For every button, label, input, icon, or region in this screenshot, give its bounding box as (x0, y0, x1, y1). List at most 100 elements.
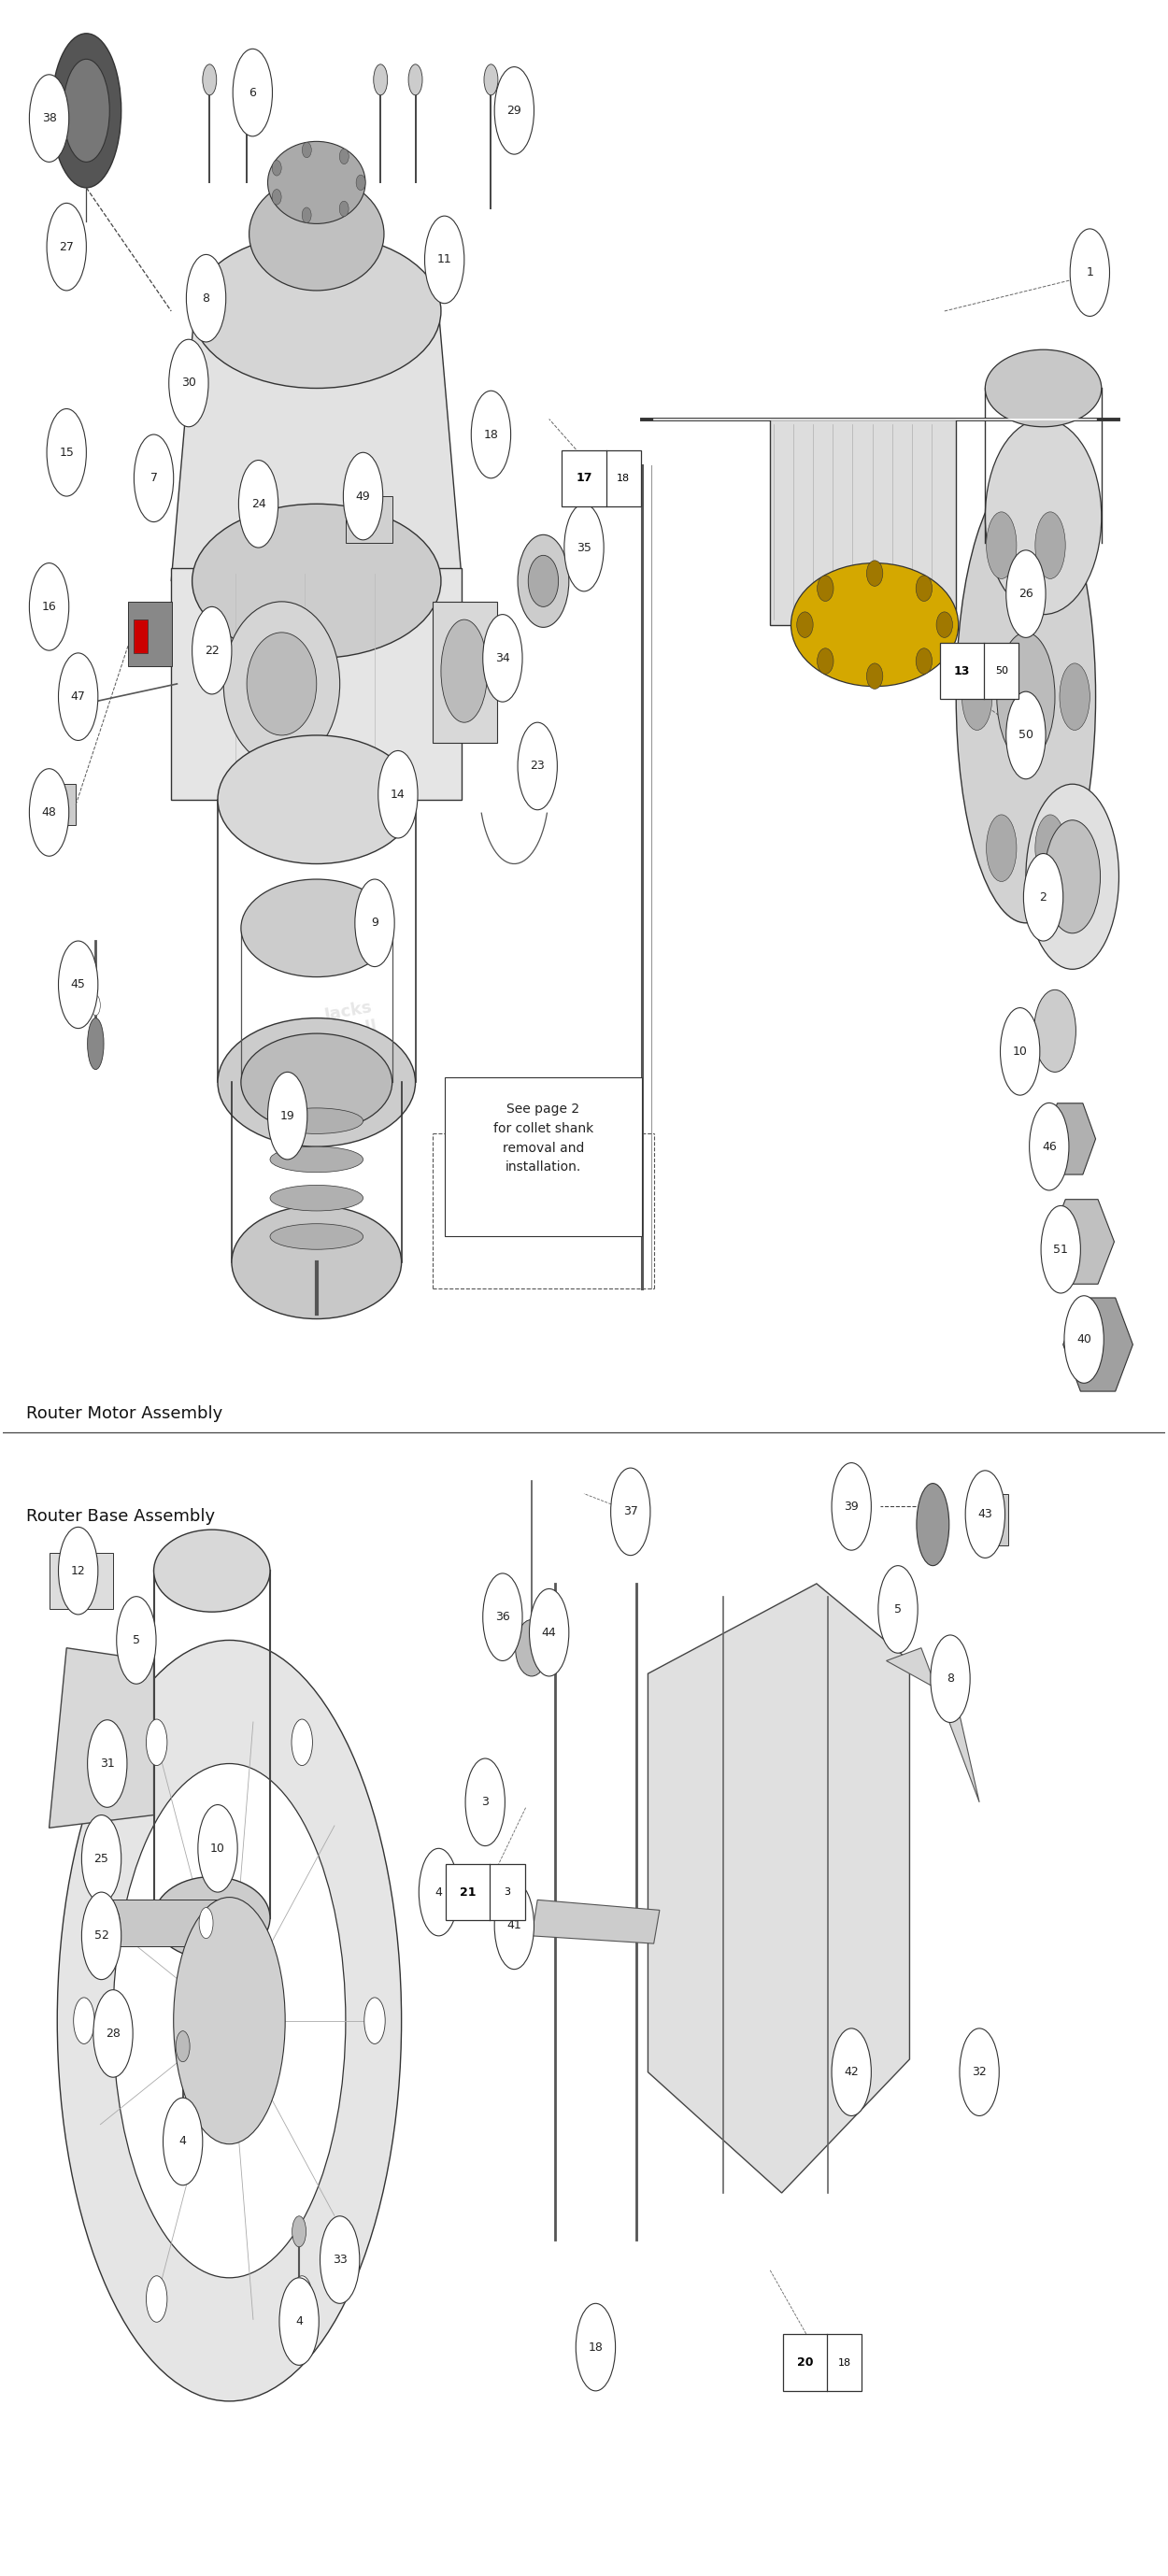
Text: 6: 6 (249, 88, 256, 98)
Ellipse shape (303, 142, 312, 157)
Text: 7: 7 (150, 471, 158, 484)
Polygon shape (1044, 1103, 1096, 1175)
Text: 43: 43 (978, 1507, 993, 1520)
Ellipse shape (272, 188, 281, 204)
Ellipse shape (241, 1033, 392, 1131)
Circle shape (482, 1574, 522, 1662)
Text: 17: 17 (576, 471, 592, 484)
Circle shape (878, 1566, 918, 1654)
Circle shape (343, 453, 383, 541)
Text: 16: 16 (42, 600, 56, 613)
Circle shape (88, 1721, 127, 1808)
Polygon shape (1049, 1200, 1114, 1283)
Text: 33: 33 (333, 2254, 347, 2267)
Circle shape (1023, 853, 1063, 940)
Text: 3: 3 (505, 1888, 510, 1896)
Text: 47: 47 (71, 690, 85, 703)
Text: 39: 39 (844, 1499, 858, 1512)
Circle shape (29, 75, 69, 162)
Text: 12: 12 (71, 1564, 85, 1577)
Ellipse shape (91, 994, 100, 1015)
Text: 22: 22 (204, 644, 220, 657)
Ellipse shape (957, 471, 1096, 922)
Ellipse shape (340, 149, 349, 165)
Ellipse shape (303, 209, 311, 224)
Ellipse shape (484, 64, 498, 95)
Ellipse shape (76, 690, 88, 716)
Text: 13: 13 (954, 665, 971, 677)
Ellipse shape (985, 350, 1101, 428)
Bar (134, 621, 148, 652)
FancyBboxPatch shape (940, 644, 1018, 698)
Text: 10: 10 (1013, 1046, 1028, 1059)
Text: 35: 35 (577, 541, 591, 554)
Circle shape (931, 1636, 971, 1723)
Text: 8: 8 (202, 291, 210, 304)
Circle shape (187, 255, 225, 343)
Text: 37: 37 (623, 1504, 638, 1517)
FancyBboxPatch shape (446, 1865, 524, 1922)
Text: 10: 10 (210, 1842, 225, 1855)
Ellipse shape (985, 420, 1101, 616)
Text: 18: 18 (589, 2342, 603, 2354)
Ellipse shape (986, 814, 1016, 881)
Ellipse shape (818, 574, 834, 600)
Text: 18: 18 (617, 474, 631, 482)
Text: 48: 48 (42, 806, 56, 819)
Bar (35, 783, 76, 824)
Circle shape (482, 616, 522, 701)
Circle shape (832, 2027, 871, 2115)
Circle shape (1006, 551, 1045, 639)
Ellipse shape (223, 603, 340, 765)
Text: 23: 23 (530, 760, 544, 773)
Ellipse shape (818, 649, 834, 675)
Circle shape (29, 768, 69, 855)
Ellipse shape (867, 662, 883, 688)
Circle shape (494, 1883, 534, 1968)
Ellipse shape (528, 556, 558, 608)
Text: 18: 18 (484, 428, 499, 440)
Circle shape (134, 435, 174, 523)
Ellipse shape (442, 621, 487, 721)
Polygon shape (49, 1649, 154, 1829)
Circle shape (1041, 1206, 1080, 1293)
Ellipse shape (49, 796, 61, 822)
Ellipse shape (270, 1146, 363, 1172)
Ellipse shape (199, 1909, 213, 1937)
Ellipse shape (1044, 819, 1100, 933)
Circle shape (267, 1072, 307, 1159)
Text: 2: 2 (1040, 891, 1047, 904)
Text: 4: 4 (434, 1886, 443, 1899)
Circle shape (576, 2303, 616, 2391)
Circle shape (960, 2027, 999, 2115)
Ellipse shape (231, 1206, 402, 1319)
FancyBboxPatch shape (562, 451, 641, 507)
Circle shape (529, 1589, 569, 1677)
Text: 51: 51 (1054, 1244, 1069, 1255)
Text: 41: 41 (507, 1919, 522, 1932)
Ellipse shape (962, 662, 992, 729)
Bar (128, 603, 173, 665)
Text: 50: 50 (995, 667, 1008, 675)
Ellipse shape (241, 878, 392, 976)
Ellipse shape (867, 562, 883, 587)
Circle shape (58, 1528, 98, 1615)
Text: 38: 38 (42, 113, 56, 124)
Circle shape (320, 2215, 360, 2303)
Circle shape (378, 750, 418, 837)
Ellipse shape (292, 2215, 306, 2246)
Ellipse shape (176, 2030, 190, 2061)
Text: 11: 11 (437, 252, 452, 265)
Polygon shape (648, 1584, 910, 2192)
Ellipse shape (797, 613, 813, 639)
Text: 24: 24 (251, 497, 266, 510)
Circle shape (494, 67, 534, 155)
Circle shape (232, 49, 272, 137)
Text: 8: 8 (946, 1672, 954, 1685)
Text: 30: 30 (181, 376, 196, 389)
Ellipse shape (202, 64, 216, 95)
Bar (433, 603, 496, 742)
Ellipse shape (174, 1899, 285, 2143)
Ellipse shape (113, 1765, 346, 2277)
Text: 32: 32 (972, 2066, 987, 2079)
